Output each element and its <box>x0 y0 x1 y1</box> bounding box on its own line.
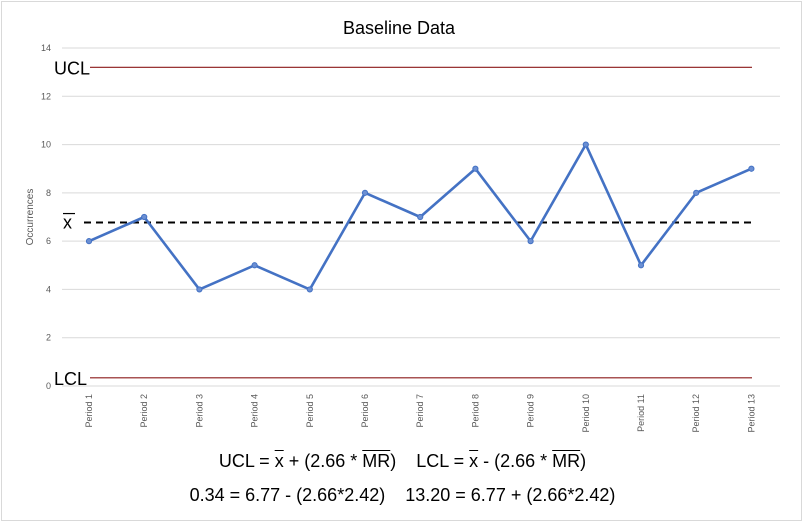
ucl-formula-end: ) <box>390 451 397 471</box>
data-point <box>748 165 755 172</box>
control-chart: Baseline Data 0 2 4 6 8 10 12 14 Occurrences UC… <box>25 18 780 433</box>
ucl-label: UCL <box>54 58 90 78</box>
mean-label: x <box>63 213 72 233</box>
x-tick-label: Period 2 <box>139 394 149 428</box>
data-point <box>306 286 313 293</box>
data-point <box>582 141 589 148</box>
y-axis-label: Occurrences <box>25 189 36 246</box>
mr-bar-symbol-2: MR <box>552 451 581 471</box>
gridlines <box>62 47 780 387</box>
x-tick-label: Period 12 <box>691 394 701 433</box>
x-tick-label: Period 11 <box>636 394 646 432</box>
data-point <box>196 286 203 293</box>
x-tick-label: Period 3 <box>194 394 204 428</box>
x-tick-label: Period 7 <box>415 394 425 428</box>
x-bar-symbol-2: x <box>469 451 479 471</box>
series-line <box>85 141 755 293</box>
y-tick-labels: 0 2 4 6 8 10 12 14 <box>41 43 51 391</box>
data-point <box>141 213 148 221</box>
chart-title: Baseline Data <box>343 18 456 38</box>
y-tick-label: 6 <box>46 236 51 246</box>
x-tick-label: Period 5 <box>305 394 315 428</box>
data-point <box>637 262 645 269</box>
x-tick-label: Period 4 <box>250 394 260 428</box>
data-point <box>251 262 258 269</box>
y-tick-label: 4 <box>46 284 51 294</box>
data-point <box>85 238 93 245</box>
x-tick-label: Period 1 <box>84 394 94 428</box>
x-tick-label: Period 6 <box>360 394 370 428</box>
x-tick-label: Period 10 <box>581 394 591 433</box>
data-point <box>693 189 700 196</box>
control-lines: UCL LCL x <box>54 58 752 389</box>
data-point <box>472 165 479 172</box>
formula-line-1: UCL = x + (2.66 * MR) LCL = x - (2.66 * … <box>0 451 805 472</box>
y-tick-label: 10 <box>41 140 51 150</box>
y-tick-label: 0 <box>46 381 51 391</box>
ucl-formula-prefix: UCL = <box>218 451 275 471</box>
lcl-formula-end: ) <box>580 451 587 471</box>
ucl-formula-mid: + (2.66 * <box>283 451 363 471</box>
data-point <box>417 213 424 221</box>
y-tick-label: 14 <box>41 43 51 53</box>
formula-line-2: 0.34 = 6.77 - (2.66*2.42) 13.20 = 6.77 +… <box>189 485 616 505</box>
mr-bar-symbol: MR <box>362 451 391 471</box>
x-tick-label: Period 13 <box>746 394 756 433</box>
x-tick-label: Period 9 <box>526 394 536 428</box>
y-tick-label: 12 <box>41 91 51 101</box>
data-point <box>361 189 369 196</box>
lcl-formula-prefix: LCL = <box>416 451 470 471</box>
x-bar-symbol: x <box>274 451 284 471</box>
lcl-label: LCL <box>54 369 87 389</box>
x-tick-label: Period 8 <box>470 394 480 428</box>
x-tick-labels: Period 1 Period 2 Period 3 Period 4 Period 5… <box>84 394 756 433</box>
lcl-formula-mid: - (2.66 * <box>478 451 553 471</box>
y-tick-label: 8 <box>46 188 51 198</box>
data-point <box>527 238 534 245</box>
y-tick-label: 2 <box>46 333 51 343</box>
